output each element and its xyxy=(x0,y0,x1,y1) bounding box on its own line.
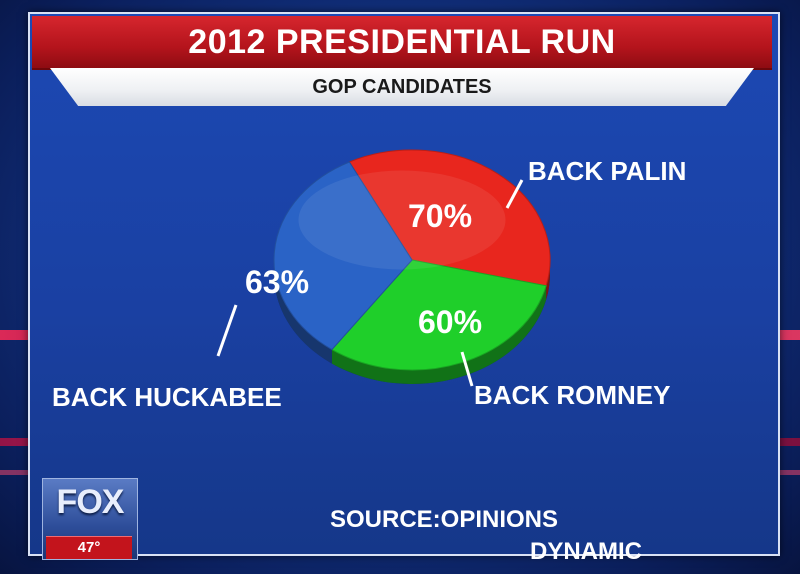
category-label-romney: BACK ROMNEY xyxy=(474,380,670,410)
category-label-huckabee: BACK HUCKABEE xyxy=(52,382,282,412)
pie-slice-romney xyxy=(331,259,547,371)
data-label-romney: 60% xyxy=(418,304,482,340)
channel-badge: 47° xyxy=(46,536,132,559)
subtitle-banner: GOP CANDIDATES xyxy=(50,68,754,106)
pie-slice-huckabee xyxy=(273,161,413,351)
source-text: SOURCE:OPINIONS xyxy=(330,506,559,533)
source-text-continued: DYNAMIC xyxy=(530,538,642,565)
leader-line-romney xyxy=(460,351,474,387)
data-label-huckabee: 63% xyxy=(245,264,309,300)
pie-gloss xyxy=(298,170,506,270)
category-label-palin: BACK PALIN xyxy=(528,156,686,186)
pie-slice-edge-romney xyxy=(331,285,547,385)
title-banner: 2012 PRESIDENTIAL RUN xyxy=(32,16,772,70)
network-logo-text: FOX xyxy=(56,483,125,521)
channel-number: 47° xyxy=(77,539,101,556)
pie-slices xyxy=(273,149,551,385)
leader-line-palin xyxy=(505,179,524,209)
channel-number-value: 47 xyxy=(77,539,95,556)
leader-lines xyxy=(216,179,524,387)
chart-title: 2012 PRESIDENTIAL RUN xyxy=(188,23,616,61)
data-label-palin: 70% xyxy=(408,198,472,234)
leader-line-huckabee xyxy=(216,304,238,357)
pie-slice-palin xyxy=(348,149,551,287)
chart-subtitle: GOP CANDIDATES xyxy=(312,76,492,98)
